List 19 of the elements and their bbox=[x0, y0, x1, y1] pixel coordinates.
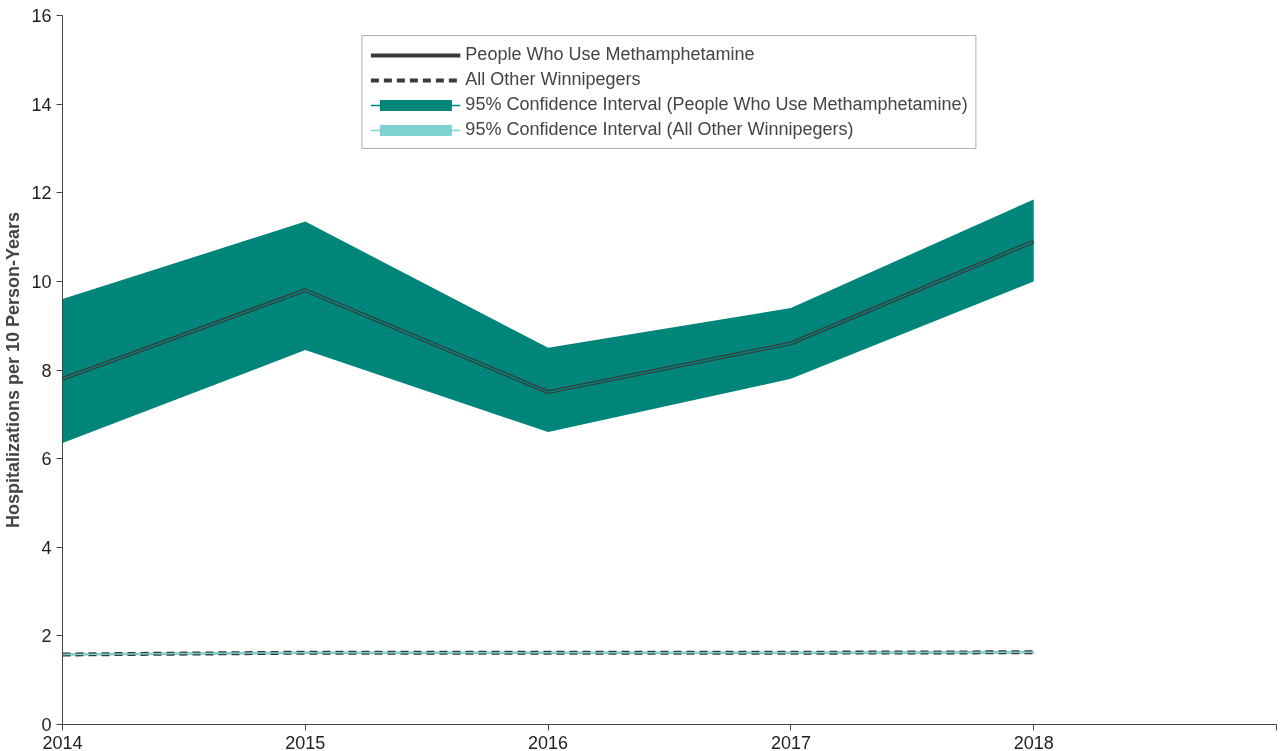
y-tick-label: 10 bbox=[31, 271, 52, 292]
x-tick-label: 2018 bbox=[1013, 732, 1054, 751]
legend-label: 95% Confidence Interval (People Who Use Methamphetamine) bbox=[465, 94, 968, 115]
y-axis-title: Hospitalizations per 10 Person-Years bbox=[3, 211, 24, 529]
y-tick-label: 0 bbox=[41, 715, 52, 735]
legend-label: All Other Winnipegers bbox=[465, 69, 641, 90]
x-tick-label: 2017 bbox=[770, 732, 811, 751]
y-tick-label: 6 bbox=[41, 449, 52, 470]
y-tick-label: 4 bbox=[41, 537, 52, 558]
legend-label: People Who Use Methamphetamine bbox=[465, 44, 755, 65]
x-tick-label: 2016 bbox=[528, 732, 569, 751]
legend-label: 95% Confidence Interval (All Other Winnipegers) bbox=[465, 119, 854, 140]
y-tick-label: 16 bbox=[31, 6, 52, 26]
x-tick-label: 2015 bbox=[285, 732, 326, 751]
y-tick-label: 14 bbox=[31, 94, 52, 115]
y-tick-label: 8 bbox=[41, 360, 52, 381]
y-tick-label: 2 bbox=[41, 626, 52, 647]
y-tick-label: 12 bbox=[31, 183, 52, 204]
x-tick-label: 2014 bbox=[42, 732, 83, 751]
